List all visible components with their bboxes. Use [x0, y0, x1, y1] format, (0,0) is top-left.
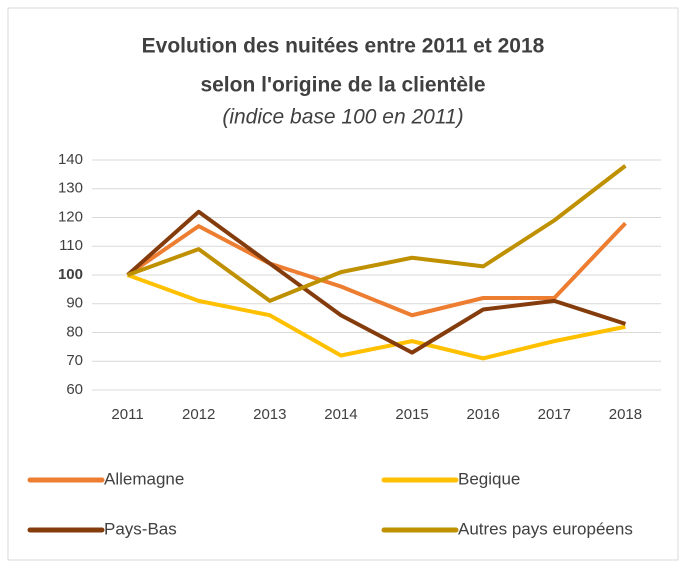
- legend-label: Begique: [458, 469, 520, 488]
- chart-title: Evolution des nuitées entre 2011 et 2018: [142, 35, 545, 58]
- x-tick-label: 2014: [324, 406, 357, 423]
- series-line: [126, 209, 627, 355]
- y-tick-label: 120: [58, 208, 83, 225]
- legend-label: Autres pays européens: [458, 519, 633, 538]
- y-tick-label: 100: [58, 266, 83, 283]
- x-tick-label: 2013: [253, 406, 286, 423]
- y-tick-label: 130: [58, 180, 83, 197]
- y-tick-label: 140: [58, 151, 83, 168]
- legend-label: Pays-Bas: [104, 519, 177, 538]
- x-tick-label: 2012: [182, 406, 215, 423]
- x-tick-label: 2015: [395, 406, 428, 423]
- legend-label: Allemagne: [104, 469, 184, 488]
- series-line: [126, 273, 626, 361]
- x-tick-label: 2016: [467, 406, 500, 423]
- series-line: [126, 164, 627, 303]
- y-tick-label: 60: [66, 381, 83, 398]
- x-tick-label: 2011: [111, 406, 143, 423]
- x-tick-label: 2017: [538, 406, 571, 423]
- y-tick-label: 70: [66, 352, 83, 369]
- y-tick-label: 80: [66, 323, 83, 340]
- chart-title: selon l'origine de la clientèle: [200, 74, 485, 97]
- x-tick-label: 2018: [609, 406, 642, 423]
- series-line: [126, 221, 627, 318]
- chart-subtitle: (indice base 100 en 2011): [222, 106, 463, 129]
- y-tick-label: 110: [59, 237, 83, 254]
- y-tick-label: 90: [66, 295, 83, 312]
